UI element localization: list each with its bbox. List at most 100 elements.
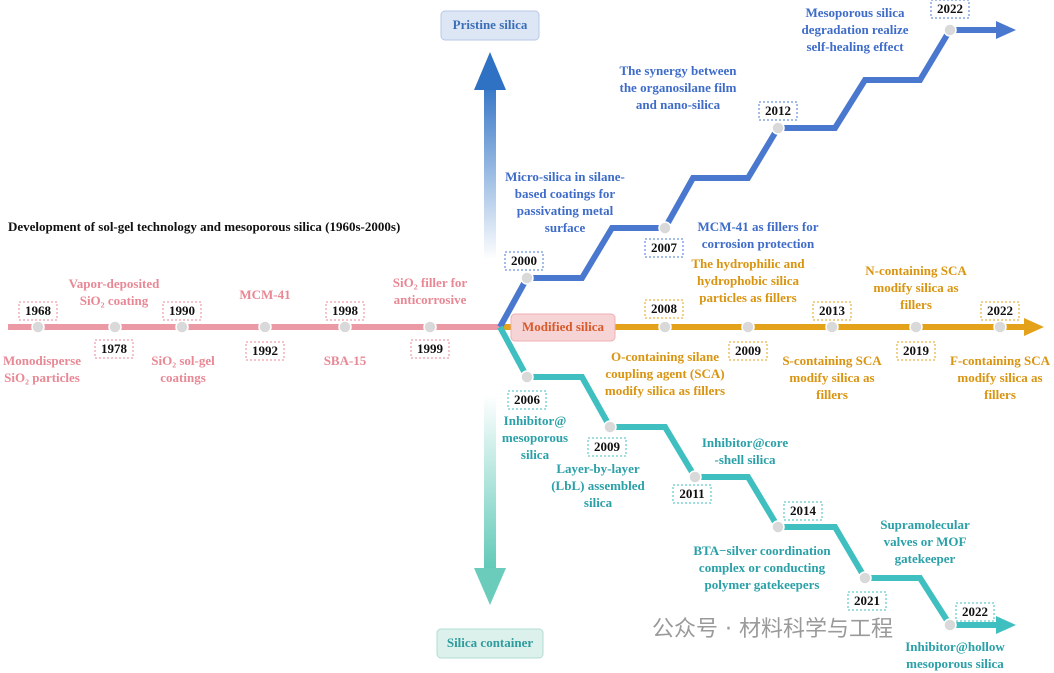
event-label: fillers [900,297,932,312]
event-dot [520,271,534,285]
year-box [587,437,627,457]
event-label: -shell silica [714,452,776,467]
event-dot [258,320,272,334]
pristine-box [440,10,540,41]
event-label: coupling agent (SCA) [605,366,724,381]
title: Development of sol-gel technology and me… [8,219,400,234]
year-box [410,339,450,359]
event-label: Inhibitor@core [702,435,788,450]
event-label: SiO₂ filler for [393,275,468,290]
event-label: Inhibitor@hollow [905,639,1005,654]
event-dot [825,320,839,334]
pristine-arrow-head [996,21,1016,39]
event-label: mesoporous [502,430,568,445]
modified-arrow-head [1024,318,1044,336]
event-label: fillers [984,387,1016,402]
event-dot [108,320,122,334]
event-label: gatekeeper [895,551,956,566]
event-label: based coatings for [515,186,616,201]
pristine-path [497,27,1000,329]
event-dot [993,320,1007,334]
event-label: coatings [160,370,206,385]
event-label: N-containing SCA [865,263,967,278]
event-dot [771,520,785,534]
year: 2008 [651,301,678,316]
event-label: modify silica as [789,370,874,385]
year-box [18,301,58,321]
event-label: degradation realize [802,22,909,37]
event-dot [603,420,617,434]
year-box [325,301,365,321]
year: 1990 [169,303,195,318]
event-label: passivating metal [517,203,614,218]
event-dot [31,320,45,334]
year-box [94,339,134,359]
year: 2022 [937,1,963,16]
event-label: SiO₂ coating [80,293,149,308]
down-arrow-head [474,568,506,605]
event-label: hydrophobic silica [697,273,799,288]
event-label: S-containing SCA [782,353,882,368]
year-box [644,238,684,258]
up-arrow-shaft [484,80,496,260]
event-dot [423,320,437,334]
event-dot [858,571,872,585]
year: 2013 [819,303,846,318]
year-box [758,101,798,121]
year-box [930,0,970,19]
year: 1968 [25,303,52,318]
event-label: the organosilane film [620,80,737,95]
event-label: complex or conducting [699,560,826,575]
year-box [812,301,852,321]
event-label: Vapor-deposited [69,276,161,291]
year: 2022 [962,604,988,619]
year: 2019 [903,343,930,358]
year-box [783,501,823,521]
event-dot [688,470,702,484]
year: 2000 [511,253,537,268]
event-label: surface [545,220,586,235]
year: 2006 [514,392,541,407]
event-label: modify silica as fillers [605,383,725,398]
event-label: fillers [816,387,848,402]
event-label: O-containing silane [611,349,719,364]
year: 2011 [679,486,704,501]
event-label: Micro-silica in silane- [505,169,625,184]
year-box [980,301,1020,321]
event-label: mesoporous silica [906,656,1004,671]
event-label: The synergy between [620,63,738,78]
year: 2014 [790,503,817,518]
event-dot [909,320,923,334]
year-box [162,301,202,321]
year: 2012 [765,103,791,118]
modified-label: Modified silica [522,319,604,334]
event-dot [771,121,785,135]
container-arrow-head [996,616,1016,634]
event-label: particles as fillers [699,290,796,305]
event-label: MCM-41 as fillers for [698,219,819,234]
container-label: Silica container [447,635,534,650]
event-dot [943,23,957,37]
year: 2021 [854,593,880,608]
container-box [436,628,544,659]
event-label: corrosion protection [702,236,815,251]
year: 1999 [417,341,444,356]
event-label: modify silica as [873,280,958,295]
event-label: Inhibitor@ [504,413,567,428]
container-path [497,325,1000,628]
year-box [504,251,544,271]
year: 2009 [735,343,762,358]
event-label: Mesoporous silica [805,5,905,20]
event-dot [520,370,534,384]
year-box [644,299,684,319]
event-label: modify silica as [957,370,1042,385]
event-label: (LbL) assembled [551,478,645,493]
event-label: The hydrophilic and [691,256,805,271]
year-box [896,341,936,361]
year-box [507,390,547,410]
event-label: MCM-41 [239,287,290,302]
year: 1998 [332,303,359,318]
event-label: BTA−silver coordination [693,543,831,558]
event-label: silica [521,447,550,462]
